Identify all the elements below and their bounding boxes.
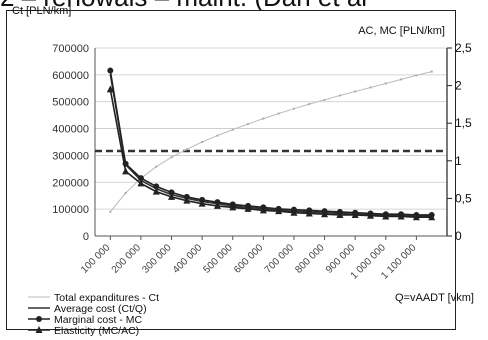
- series-point-total-expenditures: [155, 165, 158, 168]
- series-point-elasticity: [213, 201, 221, 209]
- series-point-elasticity: [168, 192, 176, 200]
- series-line-0: [109, 71, 432, 213]
- series-point-total-expenditures: [323, 98, 326, 101]
- x-tick-label: 700 000: [263, 242, 297, 276]
- x-tick-label: 300 000: [140, 242, 174, 276]
- y-right-tick-label: 2: [455, 79, 462, 93]
- series-point-total-expenditures: [292, 107, 295, 110]
- series-point-total-expenditures: [400, 78, 403, 81]
- series-point-marginal-cost: [153, 183, 160, 190]
- series-point-total-expenditures: [124, 192, 127, 195]
- series-point-total-expenditures: [201, 141, 204, 143]
- series-point-total-expenditures: [308, 103, 311, 106]
- series-point-elasticity: [366, 211, 374, 219]
- y-left-axis-label: Ct [PLN/km]: [12, 5, 71, 17]
- series-point-elasticity: [259, 206, 267, 214]
- y-left-tick-label: 0: [83, 231, 89, 243]
- y-left-tick-label: 600000: [52, 70, 89, 82]
- series-point-total-expenditures: [216, 134, 219, 137]
- x-tick-label: 200 000: [110, 242, 144, 276]
- series-point-elasticity: [428, 213, 436, 221]
- series-point-marginal-cost: [168, 189, 175, 196]
- partial-title: 2 – renowals – maint. (Dan et al: [0, 0, 488, 10]
- series-point-elasticity: [275, 207, 283, 215]
- series-point-total-expenditures: [354, 90, 357, 93]
- plot-area: [95, 48, 447, 236]
- series-point-elasticity: [152, 187, 160, 195]
- legend-marker-triangle: [35, 326, 43, 333]
- series-point-total-expenditures: [262, 117, 265, 120]
- series-point-elasticity: [244, 204, 252, 212]
- x-tick-label: 500 000: [202, 242, 236, 276]
- series-point-total-expenditures: [185, 148, 188, 151]
- series-point-elasticity: [397, 212, 405, 220]
- series-point-total-expenditures: [338, 94, 341, 97]
- series-point-total-expenditures: [369, 86, 372, 89]
- series-point-marginal-cost: [137, 175, 144, 182]
- x-tick-label: 400 000: [171, 242, 205, 276]
- legend-label-3: Elasticity (MC/AC): [54, 325, 139, 337]
- series-line-1: [109, 74, 432, 218]
- x-tick-label: 800 000: [293, 242, 327, 276]
- series-point-elasticity: [183, 196, 191, 204]
- legend-label-2: Marginal cost - MC: [54, 314, 143, 326]
- series-point-total-expenditures: [247, 123, 250, 126]
- series-point-total-expenditures: [109, 210, 112, 213]
- series-point-elasticity: [137, 179, 145, 187]
- series-point-total-expenditures: [384, 82, 387, 85]
- series-point-total-expenditures: [415, 74, 418, 77]
- series-point-elasticity: [321, 210, 329, 218]
- x-tick-label: 100 000: [79, 242, 113, 276]
- series-point-total-expenditures: [170, 156, 173, 159]
- grid-lines: [95, 47, 447, 237]
- y-left-tick-label: 500000: [52, 97, 89, 109]
- legend-label-1: Average cost (Ct/Q): [54, 303, 147, 315]
- x-axis-label: Q=vAADT [vkm]: [395, 292, 474, 304]
- y-right-tick-label: 0,5: [455, 191, 472, 205]
- y-left-tick-label: 700000: [52, 43, 89, 55]
- series-point-elasticity: [351, 210, 359, 218]
- series-point-elasticity: [198, 199, 206, 207]
- series-marks: [95, 67, 447, 221]
- series-point-elasticity: [305, 209, 313, 217]
- series-point-marginal-cost: [107, 67, 114, 74]
- series-point-elasticity: [122, 167, 130, 175]
- series-line-2: [109, 70, 432, 216]
- series-line-3: [109, 89, 432, 218]
- y-left-tick-label: 200000: [52, 177, 89, 189]
- series-point-elasticity: [106, 85, 114, 93]
- axes: [94, 47, 452, 240]
- y-left-tick-label: 400000: [52, 124, 89, 136]
- series-point-elasticity: [382, 212, 390, 220]
- series-point-total-expenditures: [430, 70, 433, 73]
- y-right-tick-label: 0: [455, 229, 462, 243]
- series-point-elasticity: [412, 213, 420, 221]
- series-point-total-expenditures: [231, 128, 234, 131]
- series-point-elasticity: [229, 203, 237, 211]
- legend-marker-circle: [36, 316, 42, 322]
- x-tick-label: 600 000: [232, 242, 266, 276]
- y-right-tick-label: 2,5: [455, 41, 472, 55]
- y-left-tick-label: 100000: [52, 204, 89, 216]
- y-left-tick-label: 300000: [52, 150, 89, 162]
- series-point-total-expenditures: [277, 112, 280, 115]
- series-point-elasticity: [290, 208, 298, 216]
- legend-label-0: Total expanditures - Ct: [54, 292, 159, 304]
- y-right-axis-label: AC, MC [PLN/km]: [358, 25, 445, 37]
- series-point-elasticity: [336, 210, 344, 218]
- y-right-tick-label: 1: [455, 154, 462, 168]
- y-right-tick-label: 1,5: [455, 116, 472, 130]
